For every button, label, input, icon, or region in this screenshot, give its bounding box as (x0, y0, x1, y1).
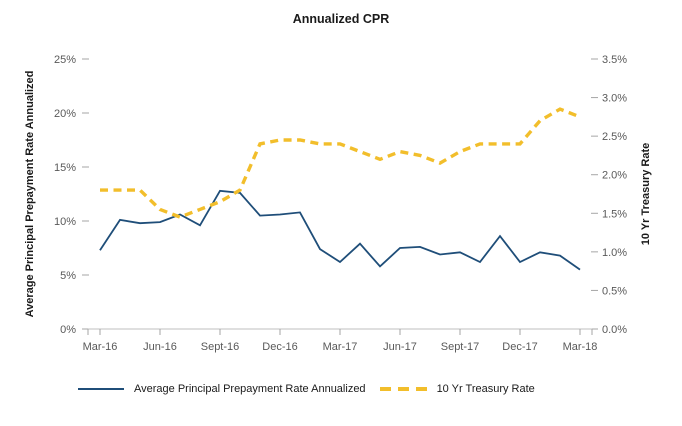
x-axis-tick-label: Dec-17 (502, 341, 537, 353)
left-axis-tick-label: 0% (60, 324, 76, 336)
axes-layer: 0% 5% 10% 15% 20% 25% 0.0% 0.5% 1.0% 1.5% 2.0% 2.5%… (54, 54, 627, 353)
x-axis-tick-label: Mar-18 (563, 341, 598, 353)
right-axis-tick-label: 1.0% (602, 247, 627, 259)
legend-item-treasury: 10 Yr Treasury Rate (379, 383, 535, 395)
dashed-line-swatch (379, 387, 427, 391)
left-axis-tick-label: 5% (60, 270, 76, 282)
legend-label-cpr: Average Principal Prepayment Rate Annual… (134, 383, 366, 395)
solid-line-swatch (78, 388, 124, 390)
x-axis-tick-label: Jun-16 (143, 341, 177, 353)
legend-item-cpr: Average Principal Prepayment Rate Annual… (78, 383, 366, 395)
x-axis-tick-label: Sept-16 (201, 341, 240, 353)
right-axis-tick-label: 3.0% (602, 93, 627, 105)
chart-legend: Average Principal Prepayment Rate Annual… (78, 383, 535, 395)
left-axis-title: Average Principal Prepayment Rate Annual… (24, 71, 36, 318)
x-axis-tick-label: Jun-17 (383, 341, 417, 353)
left-axis-tick-label: 15% (54, 162, 76, 174)
right-axis-tick-label: 1.5% (602, 208, 627, 220)
chart-title: Annualized CPR (292, 12, 390, 26)
right-axis-title: 10 Yr Treasury Rate (640, 143, 652, 246)
legend-label-treasury: 10 Yr Treasury Rate (436, 383, 535, 395)
series-layer (99, 107, 581, 271)
right-axis-tick-label: 2.0% (602, 170, 627, 182)
left-axis-tick-label: 20% (54, 108, 76, 120)
left-axis-tick-label: 10% (54, 216, 76, 228)
series-cpr (99, 189, 581, 271)
x-axis-tick-label: Mar-17 (323, 341, 358, 353)
series-treasury (100, 107, 581, 219)
right-axis-tick-label: 0.0% (602, 324, 627, 336)
right-axis-tick-label: 2.5% (602, 131, 627, 143)
right-axis-tick-label: 0.5% (602, 285, 627, 297)
x-axis-tick-label: Mar-16 (83, 341, 118, 353)
x-axis-tick-label: Dec-16 (262, 341, 297, 353)
x-axis-tick-label: Sept-17 (441, 341, 480, 353)
left-axis-tick-label: 25% (54, 54, 76, 66)
right-axis-tick-label: 3.5% (602, 54, 627, 66)
